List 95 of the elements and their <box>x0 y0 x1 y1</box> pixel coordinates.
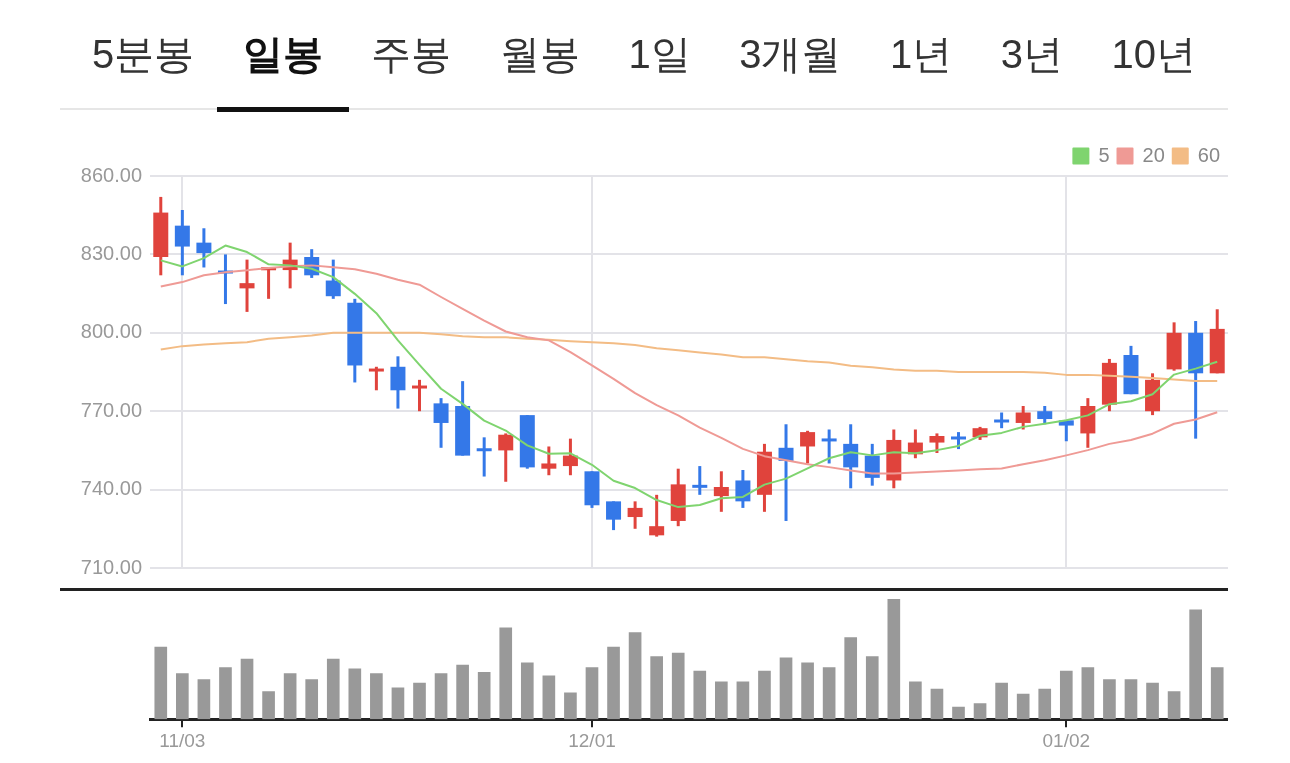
candlestick <box>562 438 578 477</box>
bar <box>520 662 534 720</box>
bar <box>736 681 750 720</box>
y-tick-label: 710.00 <box>80 555 142 578</box>
bar <box>434 673 448 720</box>
bar <box>283 673 297 720</box>
bar <box>693 670 707 720</box>
bar <box>197 679 211 720</box>
x-tick-label: 01/02 <box>1042 729 1091 751</box>
candlestick <box>476 437 492 477</box>
bar <box>1146 682 1159 720</box>
candlestick <box>325 259 341 299</box>
y-tick-label: 770.00 <box>80 398 142 421</box>
bar <box>176 673 189 720</box>
bar <box>1124 679 1138 720</box>
candlestick <box>239 259 255 312</box>
candlestick <box>1037 405 1053 425</box>
candlestick <box>541 446 557 477</box>
legend-label: 20 <box>1142 143 1165 166</box>
candlestick <box>929 433 945 454</box>
bar <box>240 658 254 720</box>
bar <box>456 664 469 720</box>
candlestick <box>627 501 643 529</box>
bar <box>219 667 232 720</box>
bar <box>326 658 340 720</box>
bar <box>1016 693 1030 720</box>
bar <box>779 657 793 720</box>
candlestick <box>412 378 427 413</box>
candlestick <box>1015 405 1031 430</box>
bar <box>348 668 362 720</box>
bar <box>391 687 405 720</box>
bar <box>865 656 879 720</box>
candlestick <box>800 429 816 464</box>
bar <box>715 681 728 720</box>
x-tick-label: 12/01 <box>568 729 616 751</box>
legend-label: 60 <box>1197 143 1220 166</box>
bar <box>1081 667 1095 720</box>
text: 월봉 <box>498 30 581 78</box>
bar <box>607 646 620 720</box>
bar <box>995 682 1008 720</box>
bar <box>628 632 642 720</box>
candlestick <box>692 466 708 495</box>
text: 1일 <box>627 30 692 78</box>
bar <box>305 679 319 720</box>
bar <box>822 667 836 720</box>
bar <box>844 637 858 720</box>
y-tick-label: 740.00 <box>80 477 142 500</box>
candlestick <box>821 429 837 464</box>
bar <box>477 671 491 720</box>
text: 주봉 <box>370 30 453 78</box>
bar <box>671 652 685 720</box>
candlestick <box>368 365 384 391</box>
bar <box>413 682 426 720</box>
bar <box>1038 688 1052 720</box>
bar <box>909 681 922 720</box>
candlestick <box>864 442 880 486</box>
candlestick <box>174 209 190 276</box>
bar <box>1167 691 1181 720</box>
y-tick-label: 800.00 <box>80 320 142 343</box>
candlestick <box>649 493 665 537</box>
text: 5분봉 <box>91 30 196 78</box>
candlestick <box>498 433 514 482</box>
text: 3년 <box>999 30 1064 78</box>
candlestick <box>433 398 449 448</box>
bar <box>499 627 513 720</box>
bar <box>564 692 577 720</box>
bar <box>887 599 901 720</box>
bar <box>930 688 944 720</box>
bar <box>1210 667 1224 720</box>
x-tick-label: 11/03 <box>159 729 206 751</box>
bar <box>1059 670 1073 720</box>
bar <box>154 646 168 720</box>
candlestick <box>606 501 622 532</box>
bar <box>585 667 599 720</box>
bar <box>801 662 814 720</box>
bar <box>1103 679 1116 720</box>
text: 10년 <box>1110 30 1197 78</box>
candlestick <box>735 470 751 508</box>
bar <box>758 670 771 720</box>
bar <box>952 706 965 720</box>
text: 일봉 <box>241 30 324 78</box>
y-tick-label: 830.00 <box>80 241 142 264</box>
bar <box>973 703 987 720</box>
bar <box>370 673 383 720</box>
text: 3개월 <box>738 30 843 78</box>
candlestick <box>196 228 212 268</box>
bar <box>650 656 663 720</box>
candlestick <box>390 356 406 409</box>
bar <box>1189 609 1202 720</box>
legend-label: 5 <box>1098 143 1110 166</box>
text: 1년 <box>888 30 954 78</box>
y-tick-label: 860.00 <box>80 163 142 186</box>
candlestick <box>713 471 729 512</box>
bar <box>542 675 556 720</box>
bar <box>262 691 275 720</box>
